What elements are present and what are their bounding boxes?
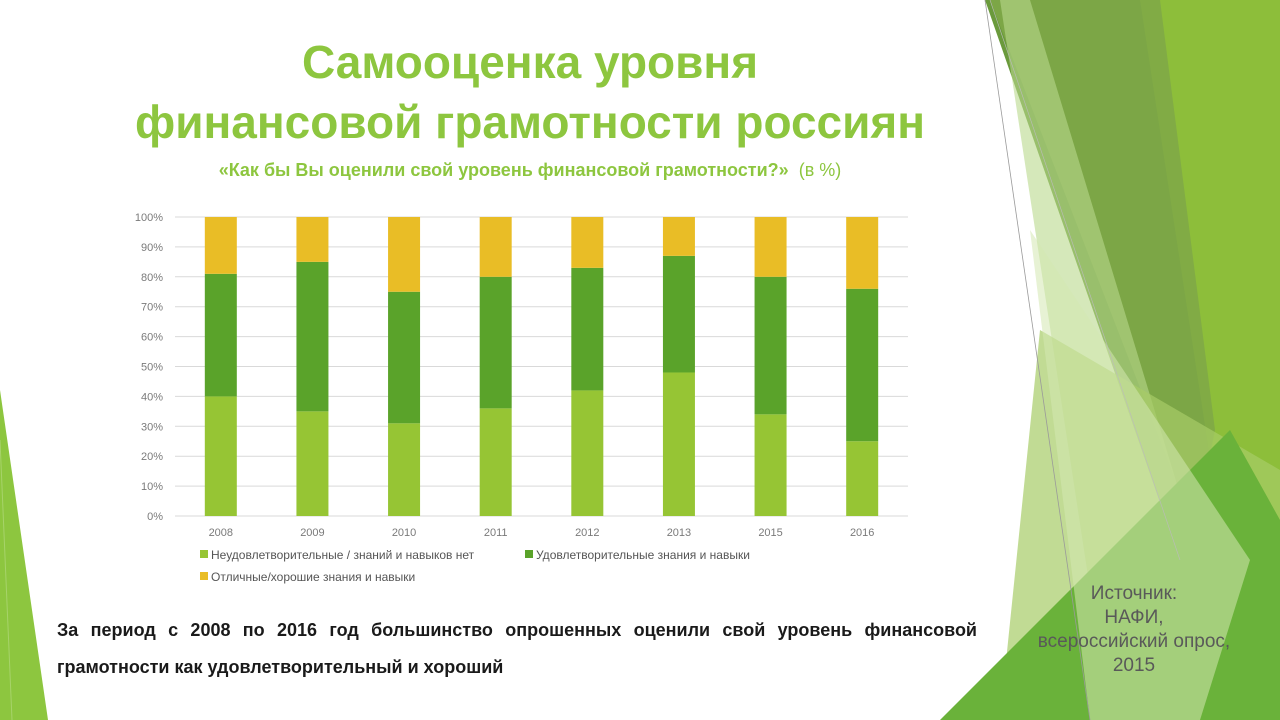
- subtitle-question: «Как бы Вы оценили свой уровень финансов…: [218, 160, 789, 180]
- y-tick-label: 50%: [141, 362, 163, 374]
- y-tick-label: 10%: [141, 481, 163, 493]
- bar-segment: [846, 288, 879, 442]
- bar-segment: [662, 217, 695, 256]
- y-tick-label: 70%: [141, 302, 163, 314]
- y-tick-label: 0%: [147, 511, 163, 523]
- source-year: 2015: [1112, 655, 1156, 676]
- stacked-bar-chart: 0% 10% 20% 30% 40% 50% 60% 70% 80% 90% 100% 2008 200…: [135, 212, 908, 584]
- bar-segment: [296, 261, 329, 412]
- x-tick-label: 2012: [575, 527, 599, 539]
- bar-segment: [204, 273, 237, 397]
- y-tick-label: 90%: [141, 242, 163, 254]
- bar-segment: [571, 390, 604, 516]
- legend-swatch: [200, 572, 208, 580]
- bar-segment: [204, 396, 237, 516]
- x-tick-label: 2011: [484, 527, 508, 539]
- legend-label: Удовлетворительные знания и навыки: [536, 548, 750, 562]
- y-tick-label: 80%: [141, 272, 163, 284]
- x-tick-label: 2008: [209, 527, 233, 539]
- x-tick-label: 2013: [667, 527, 691, 539]
- y-tick-label: 100%: [135, 212, 163, 224]
- bar-segment: [571, 217, 604, 268]
- bar-segment: [479, 276, 512, 409]
- source-survey: всероссийский опрос,: [1037, 631, 1231, 652]
- bar-segment: [754, 414, 787, 516]
- bar-segment: [296, 217, 329, 262]
- x-tick-label: 2015: [758, 527, 782, 539]
- bar-segment: [846, 441, 879, 516]
- y-tick-label: 60%: [141, 332, 163, 344]
- y-tick-label: 40%: [141, 391, 163, 403]
- x-tick-label: 2016: [850, 527, 874, 539]
- summary-note: За период с 2008 по 2016 год большинство…: [57, 620, 977, 677]
- bar-segment: [388, 423, 421, 516]
- legend-label: Неудовлетворительные / знаний и навыков …: [211, 548, 475, 562]
- bar-segment: [662, 372, 695, 516]
- x-tick-label: 2010: [392, 527, 416, 539]
- subtitle-unit: (в %): [798, 160, 842, 180]
- title-line-1: Самооценка уровня: [301, 36, 759, 88]
- legend-swatch: [525, 550, 533, 558]
- bar-segment: [204, 217, 237, 274]
- bar-segment: [388, 217, 421, 292]
- bar-segment: [754, 217, 787, 277]
- bar-segment: [479, 217, 512, 277]
- title-line-2: финансовой грамотности россиян: [134, 96, 926, 148]
- y-tick-label: 20%: [141, 451, 163, 463]
- source-org: НАФИ,: [1104, 607, 1164, 628]
- legend-swatch: [200, 550, 208, 558]
- source-block: Источник: НАФИ, всероссийский опрос, 201…: [1000, 582, 1268, 678]
- y-tick-label: 30%: [141, 421, 163, 433]
- bar-segment: [296, 411, 329, 516]
- bar-segment: [571, 267, 604, 391]
- legend-label: Отличные/хорошие знания и навыки: [211, 570, 415, 584]
- bar-segment: [388, 291, 421, 424]
- bar-segment: [662, 255, 695, 373]
- bar-segment: [479, 408, 512, 516]
- bar-segment: [846, 217, 879, 289]
- source-label: Источник:: [1090, 583, 1178, 604]
- bar-segment: [754, 276, 787, 415]
- subtitle: «Как бы Вы оценили свой уровень финансов…: [0, 158, 1060, 182]
- x-tick-label: 2009: [300, 527, 324, 539]
